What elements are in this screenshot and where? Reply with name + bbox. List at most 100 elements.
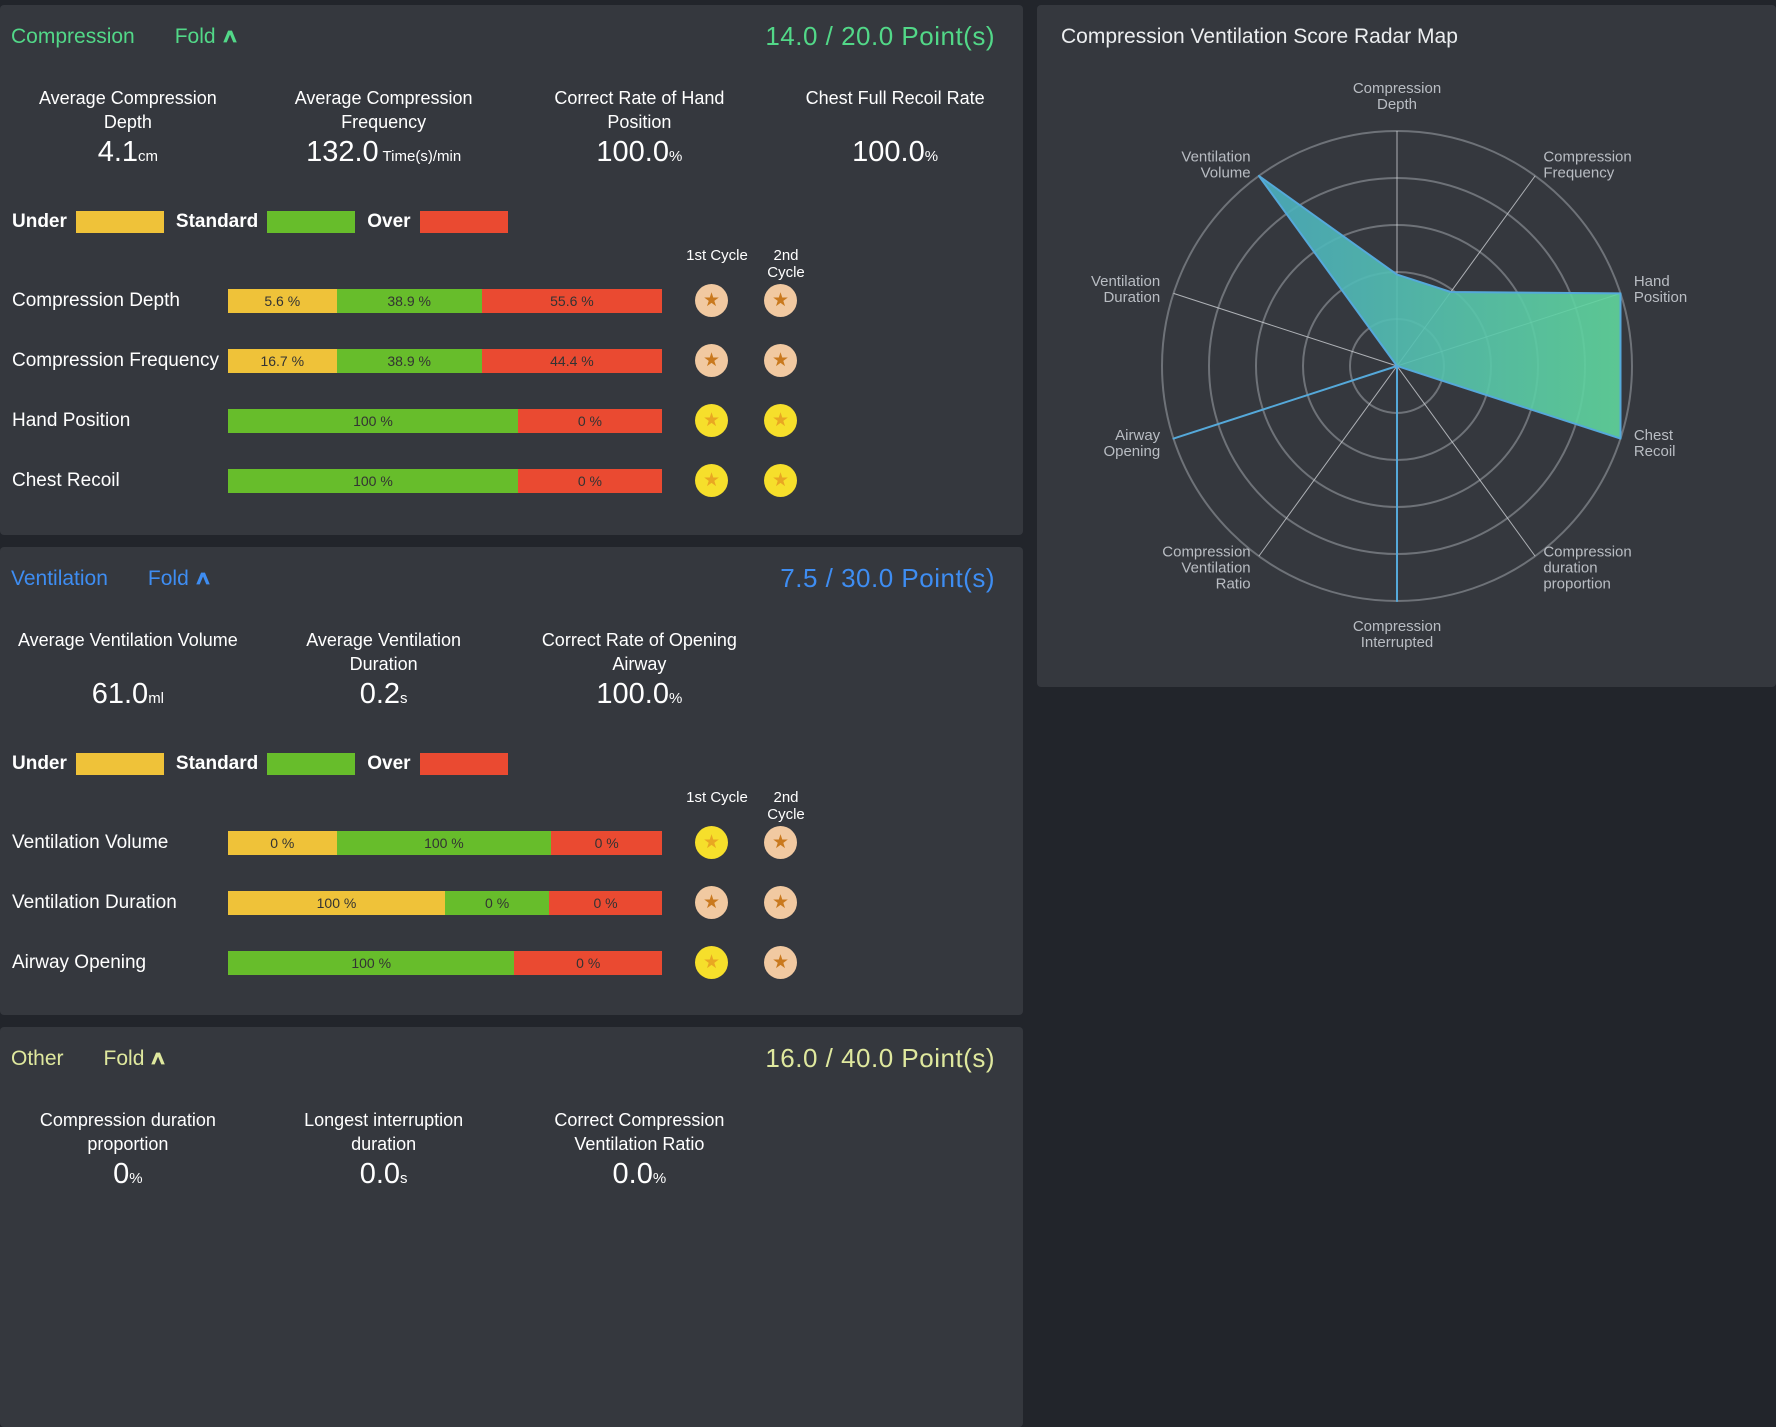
star-badge-tan: ★ <box>695 886 728 919</box>
fold-button[interactable]: Fold ∧ <box>175 25 239 49</box>
stat-label: Average Compression Depth <box>0 86 256 134</box>
star-icon: ★ <box>771 892 790 913</box>
stat-label-line: Ventilation Ratio <box>574 1134 705 1154</box>
stat-value: 0.0% <box>512 1158 768 1191</box>
bar-row-label: Chest Recoil <box>12 470 120 491</box>
stat: Average Compression Depth 4.1cm <box>0 86 256 169</box>
bar-rows: Ventilation Volume 0 % 100 % 0 % ★ ★ Ventilati… <box>0 813 1023 993</box>
stat: Chest Full Recoil Rate 100.0% <box>767 86 1023 169</box>
star-badge-gold: ★ <box>695 464 728 497</box>
score-text: 16.0 / 40.0 Point(s) <box>765 1043 995 1073</box>
radar-axis-label: Compression Frequency <box>1543 149 1631 182</box>
bar-segment-yellow: 100 % <box>228 891 445 915</box>
star-badge-gold: ★ <box>764 464 797 497</box>
stats-row: Compression duration proportion 0% Longest … <box>0 1108 1023 1191</box>
legend-swatch-over <box>419 211 508 233</box>
bar-row-label: Ventilation Duration <box>12 892 177 913</box>
cycle-column-headers: 1st Cycle 2nd Cycle <box>0 789 1023 823</box>
bar-segment-yellow: 5.6 % <box>228 289 337 313</box>
stat-label-line: Average Compression <box>294 88 473 108</box>
stat-label-line: Compression duration <box>39 1110 216 1130</box>
stat-label: Compression duration proportion <box>0 1108 256 1156</box>
star-icon: ★ <box>771 952 790 973</box>
stats-row: Average Ventilation Volume 61.0ml Average … <box>0 628 1023 711</box>
stat-value: 61.0ml <box>0 678 256 711</box>
stat-number: 0.2 <box>359 678 401 710</box>
stat-unit: % <box>668 690 683 707</box>
fold-label: Fold <box>147 566 189 590</box>
bar-segment-green: 38.9 % <box>336 349 482 373</box>
stat: Correct Rate of Opening Airway 100.0% <box>512 628 768 711</box>
stat-number: 100.0 <box>852 136 925 168</box>
stat-number: 0 <box>113 1158 130 1190</box>
legend-swatch-under <box>75 211 164 233</box>
legend-label: Under <box>12 753 67 774</box>
stat-unit: s <box>400 1170 408 1187</box>
legend-swatch-over <box>419 753 508 775</box>
stat-value: 0% <box>0 1158 256 1191</box>
panel-compression: Compression Fold ∧ 14.0 / 20.0 Point(s) Aver… <box>0 5 1023 535</box>
star-badge-tan: ★ <box>764 284 797 317</box>
stat-unit: Time(s)/min <box>378 148 462 165</box>
stat-label-line: Correct Rate of Hand <box>554 88 725 108</box>
stacked-bar: 100 % 0 % 0 % <box>228 891 662 915</box>
stat-value: 0.2s <box>256 678 512 711</box>
chevron-up-icon: ∧ <box>193 568 213 589</box>
radar-chart: Compression Depth Compression Frequency Hand… <box>1091 80 1687 651</box>
bar-segment-yellow: 16.7 % <box>228 349 337 373</box>
star-icon: ★ <box>702 290 721 311</box>
stat-number: 100.0 <box>596 136 669 168</box>
stacked-bar: 16.7 % 38.9 % 44.4 % <box>228 349 662 373</box>
stat-number: 0.0 <box>612 1158 653 1190</box>
star-badge-gold: ★ <box>764 404 797 437</box>
star-badge-gold: ★ <box>695 826 728 859</box>
stat-label-line: Correct Rate of Opening <box>541 630 737 650</box>
chevron-up-icon: ∧ <box>220 26 239 47</box>
stat-label-line: duration <box>351 1134 417 1154</box>
panel-header: Compression Fold ∧ 14.0 / 20.0 Point(s) <box>0 5 1023 52</box>
stat-label-line: Correct Compression <box>554 1110 725 1130</box>
cycle-column-label: 2nd Cycle <box>767 247 805 281</box>
bar-segment-red: 0 % <box>551 831 662 855</box>
radar-panel: Compression Ventilation Score Radar Map … <box>1037 5 1776 687</box>
stat-label-line: Average Ventilation Volume <box>17 630 238 650</box>
panel-header: Other Fold ∧ 16.0 / 40.0 Point(s) <box>0 1027 1023 1074</box>
star-icon: ★ <box>702 832 721 853</box>
radar-axis-label: Hand Position <box>1634 273 1687 306</box>
fold-button[interactable]: Fold ∧ <box>147 566 213 591</box>
bar-segment-green: 38.9 % <box>336 289 482 313</box>
bar-row: Ventilation Volume 0 % 100 % 0 % ★ ★ <box>0 813 1023 873</box>
cycle-column-label: 1st Cycle <box>686 247 748 264</box>
stat-number: 61.0 <box>91 678 149 710</box>
star-badge-tan: ★ <box>764 344 797 377</box>
bar-segment-green: 100 % <box>336 831 552 855</box>
stat-unit: % <box>924 148 939 165</box>
panel-title: Compression <box>11 24 135 48</box>
chevron-up-icon: ∧ <box>148 1048 168 1069</box>
stat-label-line: Average Ventilation <box>306 630 462 650</box>
stats-row: Average Compression Depth 4.1cm Average Com… <box>0 86 1023 169</box>
score-text: 7.5 / 30.0 Point(s) <box>780 563 995 593</box>
bar-segment-red: 55.6 % <box>481 289 662 313</box>
stat: Average Ventilation Duration 0.2s <box>256 628 512 711</box>
bar-row-label: Hand Position <box>12 410 131 431</box>
stat-label-line: Depth <box>103 112 152 132</box>
stat-label-line: Frequency <box>341 112 427 132</box>
bar-row-label: Compression Depth <box>12 290 180 311</box>
bar-segment-green: 0 % <box>445 891 550 915</box>
bar-segment-red: 0 % <box>514 951 662 975</box>
stat-unit: % <box>668 148 683 165</box>
stat-unit: % <box>129 1170 143 1187</box>
star-icon: ★ <box>702 952 721 973</box>
fold-button[interactable]: Fold ∧ <box>104 1047 168 1071</box>
stat-value: 100.0% <box>512 136 768 169</box>
stat: Correct Compression Ventilation Ratio 0.0% <box>512 1108 768 1191</box>
bar-segment-red: 44.4 % <box>481 349 662 373</box>
star-icon: ★ <box>771 832 790 853</box>
star-icon: ★ <box>771 470 790 491</box>
stat-number: 0.0 <box>359 1158 401 1190</box>
star-badge-gold: ★ <box>695 946 728 979</box>
cycle-column-label: 2nd Cycle <box>767 789 805 823</box>
star-icon: ★ <box>771 350 790 371</box>
bar-row-label: Ventilation Volume <box>12 832 169 853</box>
